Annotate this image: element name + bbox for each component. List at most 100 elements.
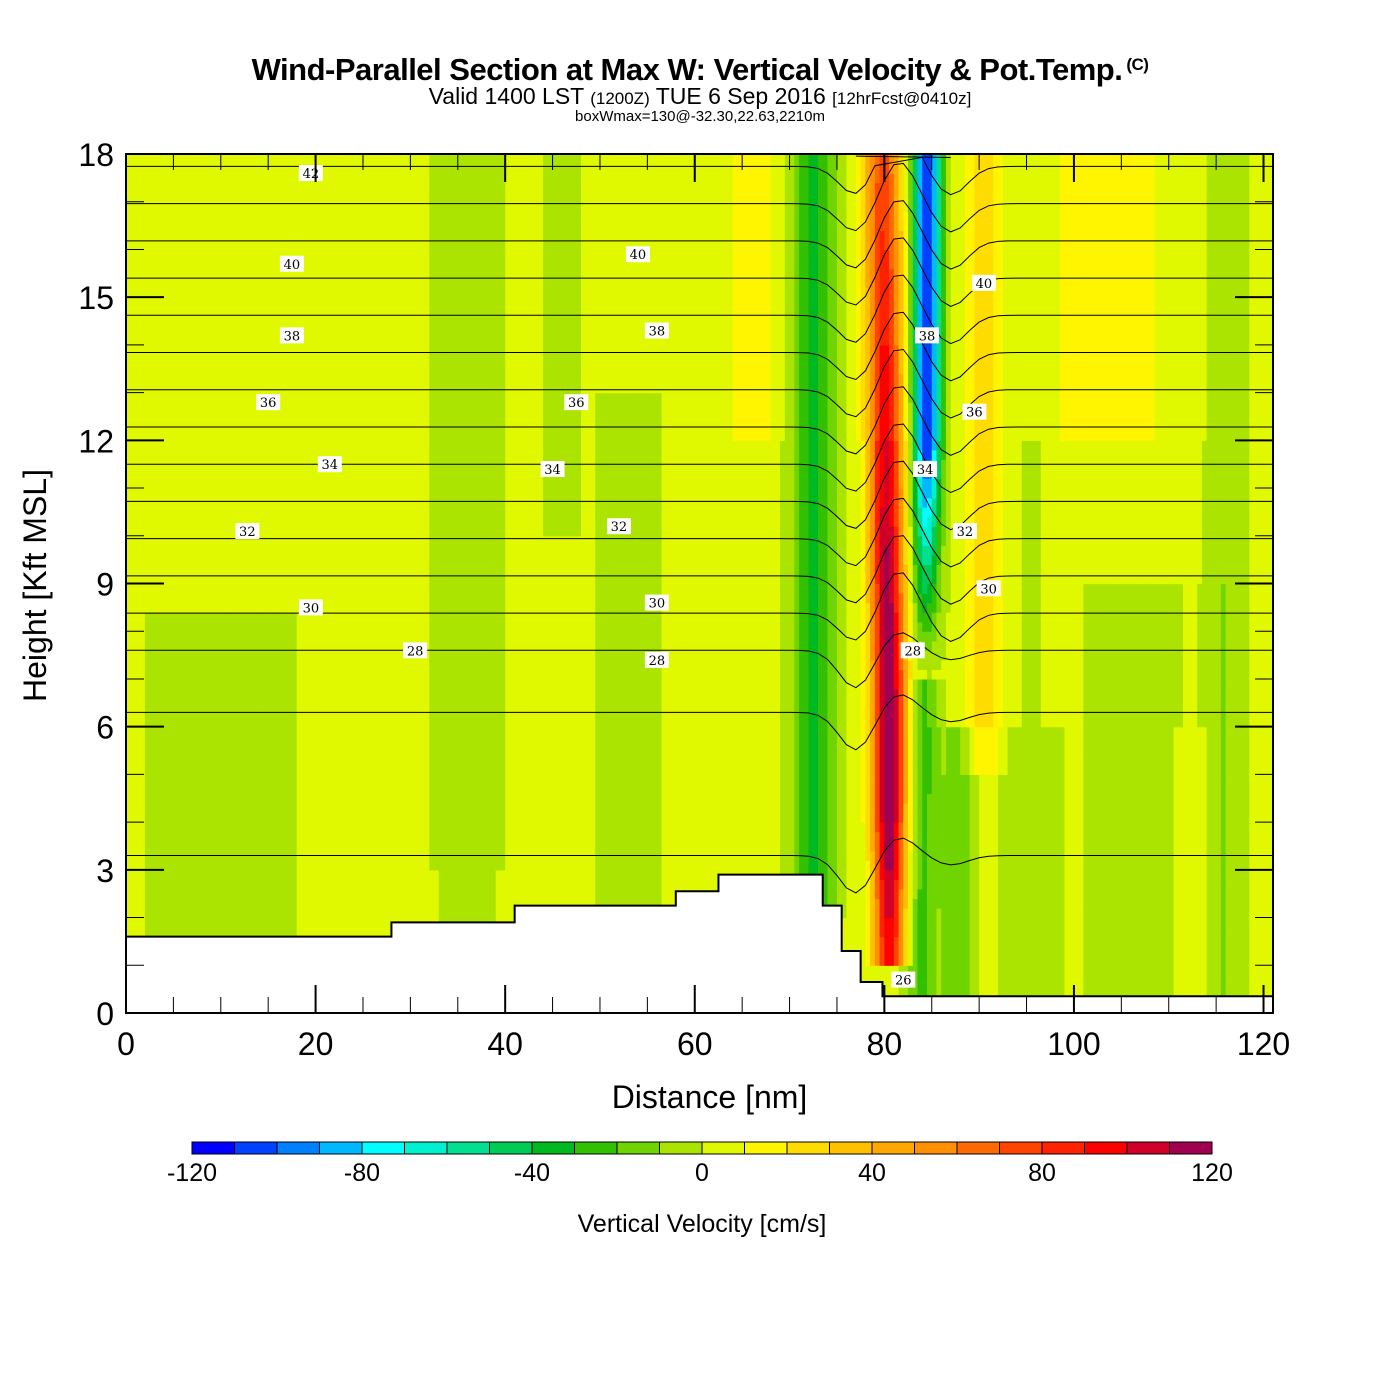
field-cell — [310, 898, 317, 909]
field-cell — [381, 363, 388, 375]
field-cell — [310, 698, 317, 709]
field-cell — [367, 488, 374, 499]
field-cell — [334, 860, 340, 871]
field-cell — [130, 173, 137, 184]
field-cell — [381, 583, 388, 594]
field-cell — [159, 535, 165, 546]
field-cell — [320, 745, 326, 756]
field-cell — [216, 736, 222, 747]
field-cell — [339, 736, 345, 747]
field-cell — [282, 831, 288, 842]
field-cell — [339, 783, 345, 795]
field-cell — [187, 468, 193, 480]
field-cell — [225, 564, 231, 575]
field-cell — [163, 163, 170, 174]
field-cell — [320, 593, 326, 604]
field-cell — [258, 258, 265, 270]
field-cell — [168, 297, 174, 308]
field-cell — [130, 449, 137, 461]
field-cell — [362, 230, 369, 241]
field-cell — [159, 917, 165, 928]
field-cell — [377, 640, 383, 651]
field-cell — [216, 888, 222, 900]
field-cell — [386, 793, 393, 804]
field-cell — [253, 211, 260, 222]
field-cell — [282, 898, 288, 909]
field-cell — [178, 249, 184, 260]
field-cell — [334, 201, 340, 212]
field-cell — [163, 717, 170, 728]
field-cell — [149, 478, 156, 489]
field-cell — [310, 888, 317, 900]
field-cell — [211, 573, 217, 585]
field-cell — [244, 860, 250, 871]
field-cell — [140, 306, 146, 317]
field-cell — [306, 736, 312, 747]
field-cell — [239, 879, 246, 890]
field-cell — [353, 869, 359, 880]
field-cell — [220, 573, 227, 585]
field-cell — [287, 421, 293, 432]
field-cell — [296, 440, 302, 451]
field-cell — [173, 440, 179, 451]
field-cell — [163, 344, 170, 356]
field-cell — [149, 726, 156, 737]
field-cell — [334, 297, 340, 308]
field-cell — [381, 717, 388, 728]
field-cell — [358, 650, 364, 661]
field-cell — [315, 717, 321, 728]
field-cell — [197, 354, 203, 365]
field-cell — [306, 803, 312, 814]
field-cell — [130, 917, 137, 928]
field-cell — [126, 507, 132, 518]
field-cell — [235, 163, 241, 174]
field-cell — [211, 325, 217, 336]
field-cell — [320, 764, 326, 775]
field-cell — [168, 583, 174, 594]
field-cell — [301, 860, 307, 871]
field-cell — [201, 612, 208, 623]
field-cell — [306, 354, 312, 365]
field-cell — [258, 774, 265, 785]
field-cell — [140, 230, 146, 241]
field-cell — [140, 927, 146, 938]
field-cell — [206, 440, 212, 451]
field-cell — [306, 373, 312, 384]
field-cell — [315, 898, 321, 909]
field-cell — [244, 841, 250, 852]
field-cell — [282, 497, 288, 508]
field-cell — [211, 745, 217, 756]
field-cell — [211, 392, 217, 403]
field-cell — [310, 860, 317, 871]
field-cell — [367, 621, 374, 632]
field-cell — [344, 535, 350, 546]
field-cell — [310, 383, 317, 394]
field-cell — [268, 717, 274, 728]
field-cell — [130, 841, 137, 852]
field-cell — [315, 230, 321, 241]
field-cell — [291, 917, 298, 928]
field-cell — [258, 726, 265, 737]
field-cell — [268, 640, 274, 651]
field-cell — [386, 640, 393, 651]
field-cell — [182, 888, 189, 900]
field-cell — [263, 201, 269, 212]
field-cell — [287, 908, 293, 919]
field-cell — [353, 402, 359, 413]
field-cell — [381, 383, 388, 394]
field-cell — [192, 449, 198, 461]
field-cell — [353, 688, 359, 699]
field-cell — [130, 430, 137, 441]
field-cell — [334, 421, 340, 432]
field-cell — [201, 182, 208, 193]
field-cell — [263, 869, 269, 880]
field-cell — [358, 927, 364, 938]
field-cell — [268, 239, 274, 251]
field-cell — [301, 535, 307, 546]
field-cell — [315, 535, 321, 546]
field-cell — [320, 468, 326, 480]
field-cell — [320, 478, 326, 489]
field-cell — [263, 278, 269, 289]
field-cell — [206, 688, 212, 699]
field-cell — [287, 392, 293, 403]
